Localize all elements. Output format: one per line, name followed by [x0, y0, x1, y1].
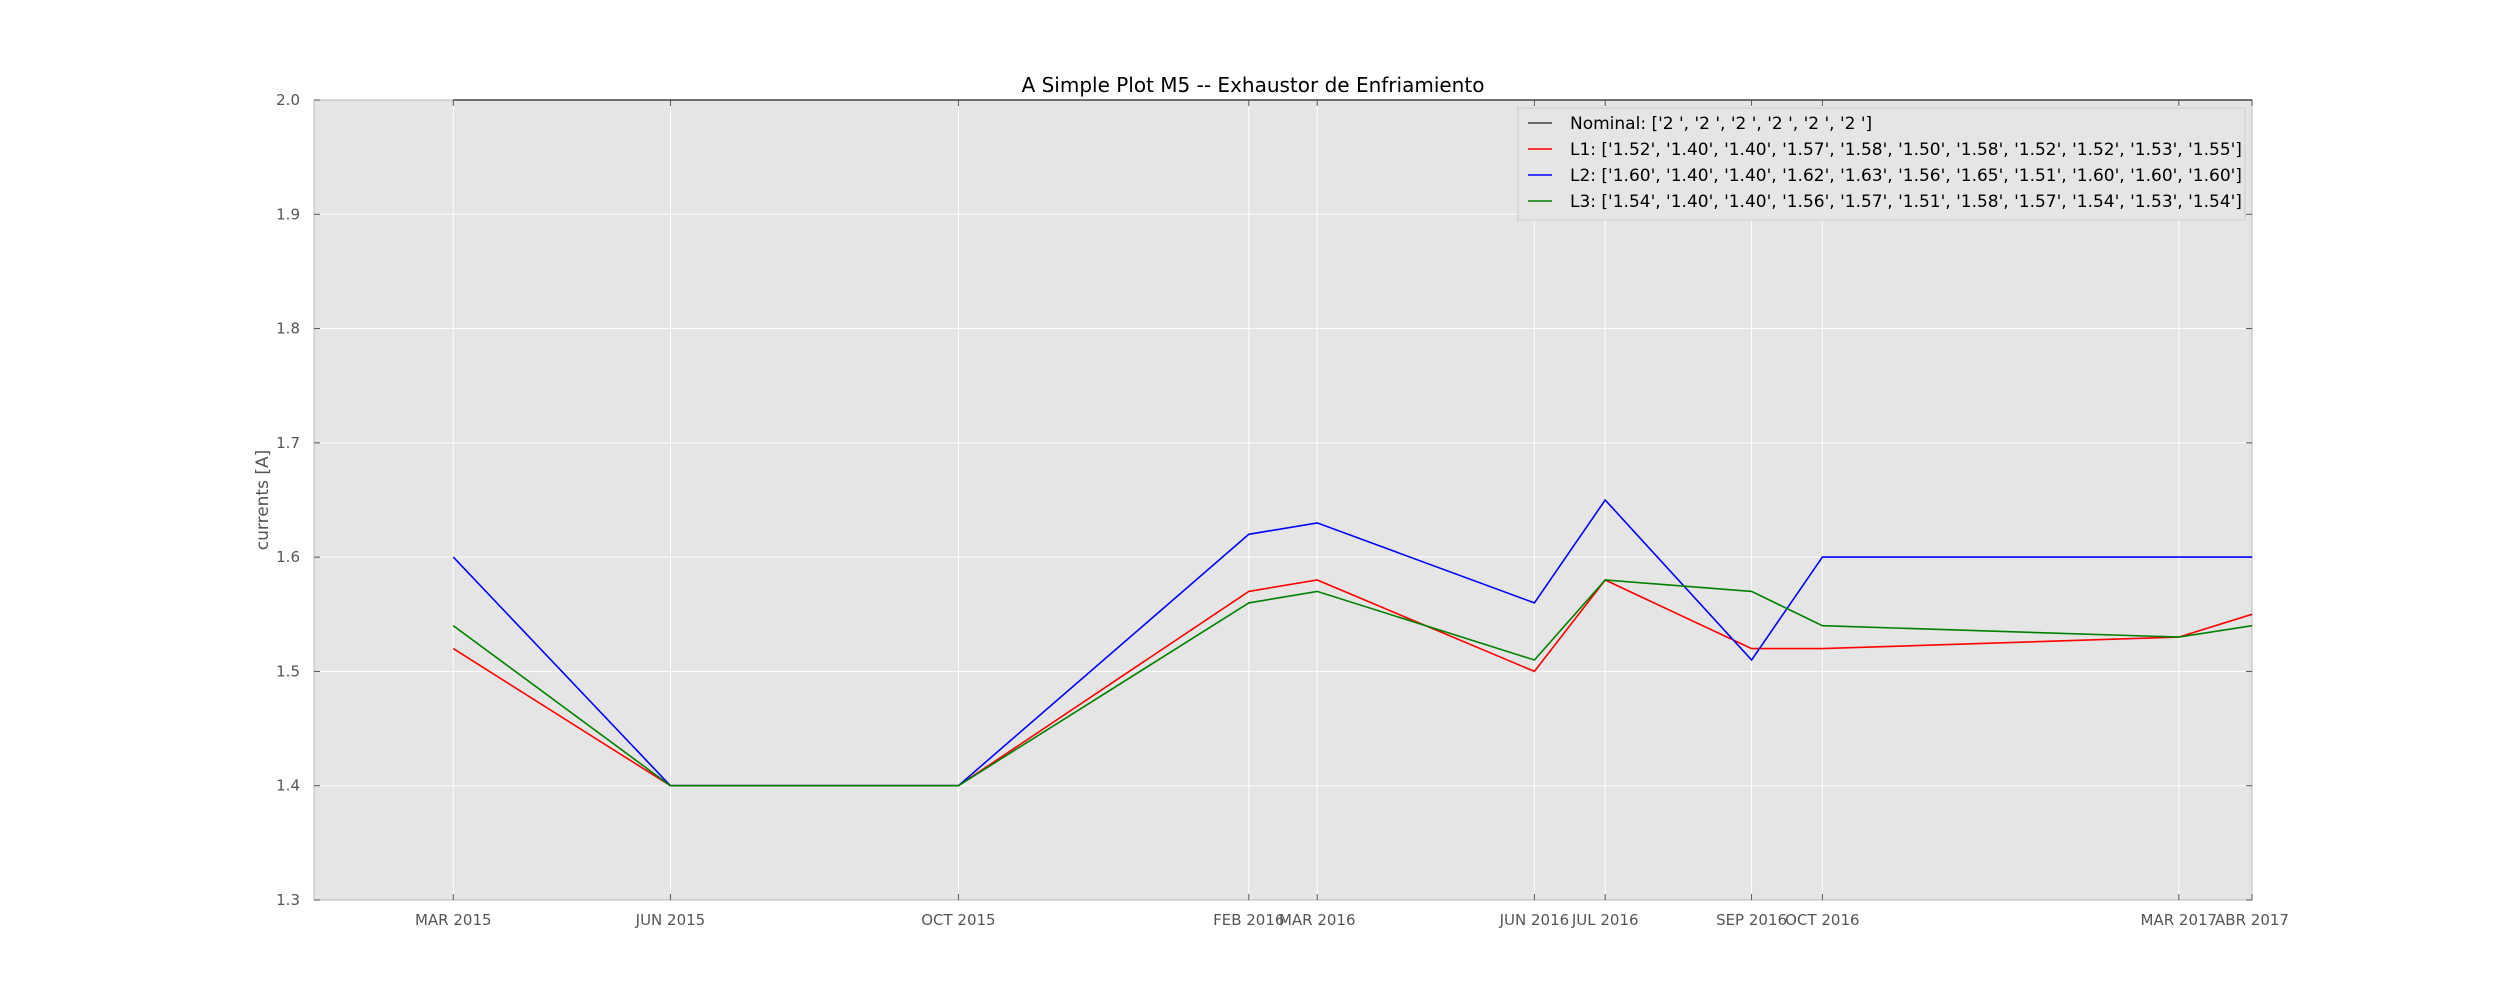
legend-entry: L2: ['1.60', '1.40', '1.40', '1.62', '1.…	[1570, 166, 2242, 186]
y-tick-label: 1.6	[276, 548, 300, 566]
y-tick-label: 1.7	[276, 434, 300, 452]
x-tick-label: MAR 2016	[1279, 911, 1356, 929]
series-lines	[452, 99, 2253, 787]
series-line-3	[452, 579, 2253, 787]
y-tick-label: 1.8	[276, 320, 300, 338]
x-tick-label: MAR 2017	[2141, 911, 2218, 929]
x-tick-label: JUN 2016	[1499, 911, 1570, 929]
y-tick-label: 1.3	[276, 891, 300, 909]
legend-entry: Nominal: ['2 ', '2 ', '2 ', '2 ', '2 ', …	[1570, 114, 1872, 134]
y-tick-label: 1.9	[276, 205, 300, 223]
x-tick-label: OCT 2016	[1785, 911, 1859, 929]
x-tick-label: JUL 2016	[1571, 911, 1639, 929]
legend-box	[1517, 107, 2246, 221]
x-tick-label: SEP 2016	[1716, 911, 1787, 929]
plot-area	[314, 100, 2252, 900]
x-tick-label: MAR 2015	[415, 911, 492, 929]
y-tick-label: 2.0	[276, 91, 300, 109]
chart-title: A Simple Plot M5 -- Exhaustor de Enfriam…	[1022, 73, 1485, 97]
x-tick-label: JUN 2015	[635, 911, 706, 929]
x-tick-label: ABR 2017	[2215, 911, 2289, 929]
x-tick-label: OCT 2015	[921, 911, 995, 929]
y-tick-label: 1.5	[276, 662, 300, 680]
tick-labels: 1.3 1.4 1.5 1.6 1.7 1.8 1.9 2.0 MAR 2015 JUN 2015…	[276, 91, 2289, 929]
x-tick-label: FEB 2016	[1213, 911, 1284, 929]
y-axis-label: currents [A]	[253, 450, 273, 550]
legend: Nominal: ['2 ', '2 ', '2 ', '2 ', '2 ', …	[1517, 107, 2246, 221]
y-tick-label: 1.4	[276, 777, 300, 795]
legend-entry: L1: ['1.52', '1.40', '1.40', '1.57', '1.…	[1570, 140, 2242, 160]
legend-entry: L3: ['1.54', '1.40', '1.40', '1.56', '1.…	[1570, 192, 2242, 212]
